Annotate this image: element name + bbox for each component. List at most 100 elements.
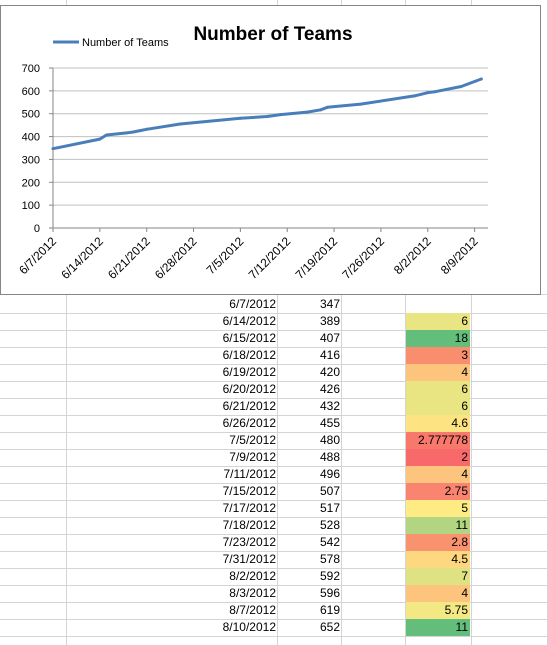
date-cell[interactable]: 8/3/2012 (229, 586, 276, 600)
gridline-row (0, 398, 548, 399)
team-count-cell[interactable]: 432 (319, 399, 340, 413)
date-cell[interactable]: 7/11/2012 (223, 467, 277, 481)
growth-rate-cell[interactable]: 11 (406, 517, 470, 534)
growth-rate-cell[interactable]: 2.777778 (406, 432, 470, 449)
team-count-cell[interactable]: 426 (319, 382, 340, 396)
team-count-cell[interactable]: 416 (319, 348, 340, 362)
gridline-row (0, 602, 548, 603)
data-point (265, 114, 269, 118)
growth-rate-cell[interactable]: 5.75 (406, 602, 470, 619)
team-count-cell[interactable]: 528 (319, 518, 340, 532)
gridline-row (0, 415, 548, 416)
x-tick-label: 7/26/2012 (339, 234, 387, 282)
data-point (145, 127, 149, 131)
data-point (279, 113, 283, 117)
growth-rate-cell[interactable]: 7 (406, 568, 470, 585)
team-count-cell[interactable]: 652 (319, 620, 340, 634)
date-cell[interactable]: 8/7/2012 (229, 603, 276, 617)
data-point (412, 94, 416, 98)
team-count-cell[interactable]: 389 (319, 314, 340, 328)
growth-rate-cell[interactable]: 5 (406, 500, 470, 517)
data-point (325, 105, 329, 109)
data-point (51, 147, 55, 151)
data-point (125, 131, 129, 135)
date-cell[interactable]: 6/7/2012 (229, 297, 276, 311)
date-cell[interactable]: 8/10/2012 (222, 620, 276, 634)
gridline-row (0, 500, 548, 501)
growth-rate-cell[interactable]: 11 (406, 619, 470, 636)
data-point (178, 122, 182, 126)
data-point (305, 110, 309, 114)
y-tick-label: 500 (22, 109, 40, 121)
team-count-cell[interactable]: 496 (319, 467, 340, 481)
team-count-cell[interactable]: 542 (319, 535, 340, 549)
gridline-row (0, 432, 548, 433)
x-tick-label: 7/12/2012 (246, 234, 294, 282)
gridline-row (0, 585, 548, 586)
team-count-cell[interactable]: 578 (319, 552, 340, 566)
team-count-cell[interactable]: 596 (319, 586, 340, 600)
date-cell[interactable]: 6/14/2012 (222, 314, 276, 328)
date-cell[interactable]: 6/19/2012 (222, 365, 276, 379)
gridline-row (0, 534, 548, 535)
growth-rate-cell[interactable]: 6 (406, 381, 470, 398)
team-count-cell[interactable]: 507 (319, 484, 340, 498)
data-point (359, 102, 363, 106)
growth-rate-cell[interactable]: 4 (406, 466, 470, 483)
date-cell[interactable]: 7/9/2012 (229, 450, 276, 464)
x-tick-label: 8/9/2012 (438, 234, 481, 277)
team-count-cell[interactable]: 480 (319, 433, 340, 447)
gridline-row (0, 636, 548, 637)
date-cell[interactable]: 7/23/2012 (222, 535, 276, 549)
date-cell[interactable]: 7/17/2012 (222, 501, 276, 515)
gridline-row (0, 466, 548, 467)
date-cell[interactable]: 6/15/2012 (222, 331, 276, 345)
growth-rate-cell[interactable]: 2.75 (406, 483, 470, 500)
chart-svg: Number of Teams Number of Teams 0 100 200 3… (16, 24, 488, 282)
date-cell[interactable]: 7/15/2012 (222, 484, 276, 498)
team-count-cell[interactable]: 420 (319, 365, 340, 379)
growth-rate-cell[interactable]: 6 (406, 313, 470, 330)
growth-rate-cell[interactable]: 6 (406, 398, 470, 415)
date-cell[interactable]: 7/18/2012 (222, 518, 276, 532)
date-cell[interactable]: 6/18/2012 (222, 348, 276, 362)
growth-rate-cell[interactable]: 2 (406, 449, 470, 466)
date-cell[interactable]: 7/5/2012 (229, 433, 276, 447)
team-count-cell[interactable]: 517 (319, 501, 340, 515)
growth-rate-cell[interactable]: 18 (406, 330, 470, 347)
team-count-cell[interactable]: 488 (319, 450, 340, 464)
gridline-row (0, 364, 548, 365)
y-tick-label: 200 (22, 177, 40, 189)
y-tick-label: 400 (22, 132, 40, 144)
data-point (98, 137, 102, 141)
gridline-column (405, 0, 406, 645)
date-cell[interactable]: 8/2/2012 (229, 569, 276, 583)
growth-rate-cell[interactable]: 4.5 (406, 551, 470, 568)
gridline-row (0, 483, 548, 484)
date-cell[interactable]: 6/21/2012 (222, 399, 276, 413)
data-point (432, 90, 436, 94)
line-chart[interactable]: Number of Teams Number of Teams 0 100 200 3… (0, 5, 541, 295)
growth-rate-cell[interactable]: 4 (406, 364, 470, 381)
data-point (105, 133, 109, 137)
team-count-cell[interactable]: 619 (319, 603, 340, 617)
growth-rate-cell[interactable]: 4 (406, 585, 470, 602)
date-cell[interactable]: 6/26/2012 (222, 416, 276, 430)
x-tick-label: 6/28/2012 (152, 234, 200, 282)
data-point (479, 77, 483, 81)
team-count-cell[interactable]: 407 (319, 331, 340, 345)
x-tick-label: 6/14/2012 (58, 234, 106, 282)
gridline-row (0, 330, 548, 331)
date-cell[interactable]: 7/31/2012 (222, 552, 276, 566)
date-cell[interactable]: 6/20/2012 (222, 382, 276, 396)
growth-rate-cell[interactable]: 2.8 (406, 534, 470, 551)
team-count-cell[interactable]: 592 (319, 569, 340, 583)
growth-rate-cell[interactable]: 4.6 (406, 415, 470, 432)
data-point (459, 85, 463, 89)
growth-rate-cell[interactable]: 3 (406, 347, 470, 364)
legend-label: Number of Teams (82, 37, 169, 49)
data-point (131, 130, 135, 134)
y-tick-label: 100 (22, 200, 40, 212)
team-count-cell[interactable]: 455 (319, 416, 340, 430)
team-count-cell[interactable]: 347 (319, 297, 340, 311)
